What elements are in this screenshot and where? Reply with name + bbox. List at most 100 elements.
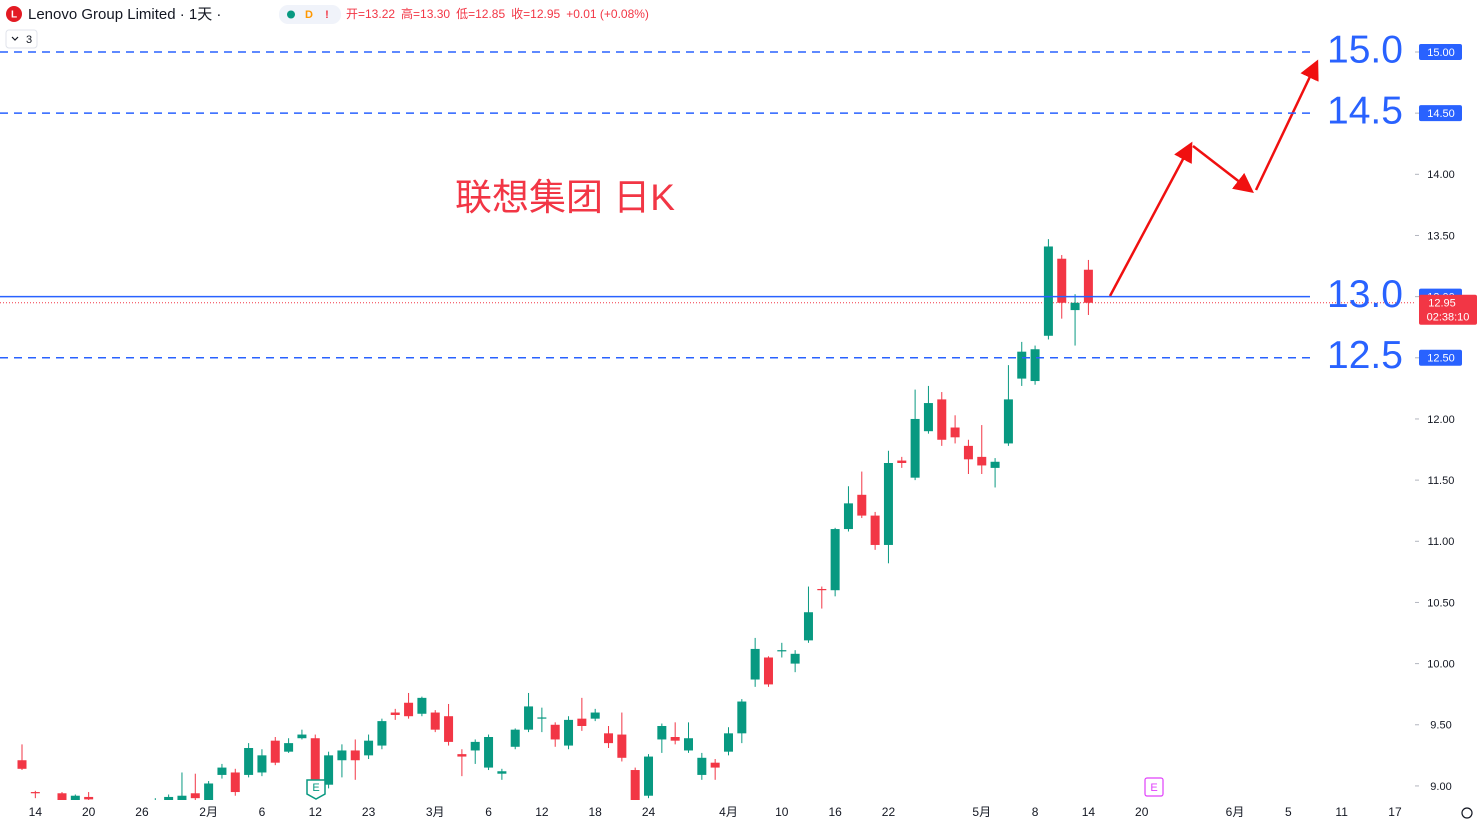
y-tick-label: 15.00: [1427, 47, 1455, 59]
candle-body: [350, 750, 360, 761]
y-tick-label: 13.50: [1427, 230, 1455, 242]
arrow: [1192, 145, 1254, 194]
ohlc-value: 低=12.85: [456, 7, 505, 21]
x-tick-label: 5月: [972, 805, 991, 819]
candle-body: [337, 750, 347, 761]
y-tick-label: 11.00: [1428, 536, 1455, 548]
candle-body: [777, 650, 787, 652]
y-tick-highlight: [1419, 349, 1462, 366]
line-label: 15.0: [1327, 28, 1403, 71]
candle-body: [284, 743, 294, 752]
candle-body: [670, 737, 680, 741]
x-tick-label: 20: [1135, 805, 1149, 819]
candle-body: [577, 718, 587, 726]
candle-body: [857, 494, 867, 516]
candle-body: [1043, 246, 1053, 336]
badge: !: [325, 9, 329, 21]
ohlc-value: 收=12.95: [511, 7, 560, 21]
countdown: 02:38:10: [1427, 312, 1470, 324]
arrow: [1254, 59, 1319, 191]
settings-icon[interactable]: [1461, 807, 1473, 819]
candle-body: [17, 760, 27, 769]
candle-body: [430, 712, 440, 730]
candle-body: [417, 697, 427, 714]
ohlc-legend: 开=13.22 高=13.30 低=12.85 收=12.95 +0.01 (+0.08…: [346, 6, 649, 21]
x-tick-label: 4月: [719, 805, 738, 819]
logo: [6, 6, 22, 22]
x-tick-label: 3月: [426, 805, 445, 819]
y-tick-label: 10.50: [1427, 597, 1455, 609]
candle-body: [604, 733, 614, 744]
x-tick-label: 23: [362, 805, 376, 819]
candle-body: [684, 738, 693, 751]
event-marker[interactable]: [1144, 777, 1164, 797]
x-tick-label: 24: [642, 805, 656, 819]
collapse-button[interactable]: [5, 29, 38, 49]
y-tick-label: 11.50: [1428, 475, 1455, 487]
x-tick-label: 6月: [1226, 805, 1245, 819]
candle-body: [510, 729, 520, 747]
candle-body: [550, 724, 560, 740]
plot-area: [0, 239, 1415, 800]
candle-body: [657, 725, 667, 740]
candle-body: [270, 740, 280, 763]
candle-body: [390, 712, 400, 715]
candle-body: [950, 427, 960, 438]
x-tick-label: 8: [1032, 805, 1039, 819]
status-pill[interactable]: [279, 5, 341, 24]
x-tick-label: 18: [589, 805, 603, 819]
candle-body: [497, 771, 507, 774]
y-tick-label: 14.00: [1427, 169, 1455, 181]
candle-body: [1030, 349, 1040, 382]
candle-body: [1057, 258, 1067, 303]
candle-body: [30, 792, 40, 794]
symbol-title: Lenovo Group Limited · 1天 ·: [28, 6, 221, 23]
candle-body: [70, 795, 80, 800]
ohlc-value: +0.01 (+0.08%): [566, 7, 649, 21]
y-tick-label: 12.00: [1427, 414, 1455, 426]
y-tick-label: 9.50: [1430, 720, 1451, 732]
candle-body: [1083, 269, 1093, 303]
y-tick-label: 14.50: [1427, 108, 1455, 120]
x-tick-label: 5: [1285, 805, 1292, 819]
candle-body: [830, 529, 840, 591]
candle-body: [84, 796, 94, 800]
candle-body: [1070, 302, 1080, 311]
candle-body: [57, 793, 67, 800]
candle-body: [870, 515, 880, 545]
event-label: E: [312, 782, 319, 794]
x-tick-label: 16: [828, 805, 842, 819]
price-box: [1419, 294, 1477, 325]
x-tick-label: 11: [1335, 805, 1348, 819]
candle-body: [564, 719, 574, 746]
candle-body: [310, 738, 320, 785]
candle-body: [790, 653, 800, 664]
annotation: 联想集团 日K: [455, 177, 675, 218]
candle-body: [537, 717, 547, 719]
candle-body: [897, 460, 907, 463]
ohlc-value: 开=13.22: [346, 7, 395, 21]
x-tick-label: 6: [485, 805, 492, 819]
x-tick-label: 20: [82, 805, 96, 819]
candle-body: [883, 462, 893, 545]
x-tick-label: 22: [882, 805, 896, 819]
event-marker[interactable]: [306, 779, 326, 800]
x-tick-label: 6: [259, 805, 266, 819]
y-tick-label: 9.00: [1430, 781, 1451, 793]
candle-body: [457, 754, 467, 757]
x-tick-label: 12: [535, 805, 549, 819]
candle-body: [297, 734, 307, 739]
status-dot: [287, 10, 295, 19]
candle-body: [217, 767, 227, 775]
x-tick-label: 14: [1082, 805, 1096, 819]
candle-body: [910, 418, 920, 478]
candle-body: [364, 740, 374, 756]
candle-body: [763, 657, 773, 685]
x-tick-label: 12: [309, 805, 323, 819]
candle-body: [697, 757, 707, 775]
candle-body: [444, 716, 454, 742]
x-tick-label: 14: [29, 805, 43, 819]
forecast-arrows: [1108, 59, 1319, 297]
